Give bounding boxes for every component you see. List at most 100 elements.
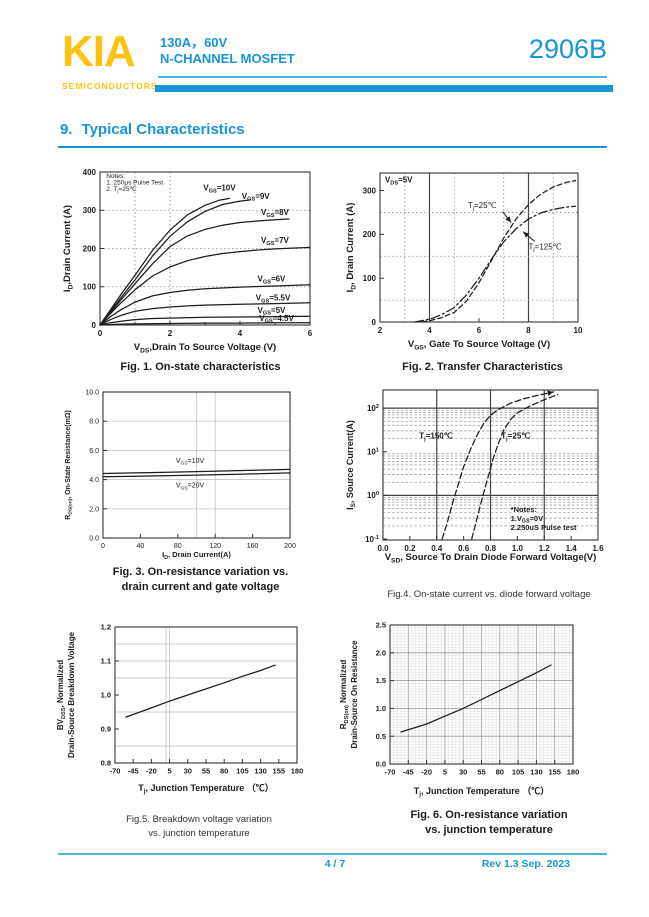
svg-text:2. Tj=25℃: 2. Tj=25℃: [106, 186, 137, 194]
svg-text:10-1: 10-1: [365, 535, 379, 544]
svg-text:1.2: 1.2: [101, 623, 111, 632]
brand-logo: KIA: [62, 27, 136, 76]
svg-text:5: 5: [168, 767, 172, 776]
svg-text:120: 120: [209, 543, 221, 550]
svg-text:VGS=4.5V: VGS=4.5V: [259, 314, 294, 325]
svg-text:VGS=9V: VGS=9V: [242, 192, 271, 203]
svg-text:40: 40: [137, 543, 145, 550]
svg-text:2: 2: [168, 329, 173, 338]
svg-text:80: 80: [496, 768, 504, 777]
svg-text:0.2: 0.2: [404, 544, 416, 553]
fig1-caption: Fig. 1. On-state characteristics: [120, 361, 281, 373]
svg-text:2: 2: [378, 326, 383, 335]
svg-text:-20: -20: [421, 768, 432, 777]
svg-text:IS, Source Current(A): IS, Source Current(A): [345, 420, 357, 510]
svg-text:1.0: 1.0: [376, 704, 386, 713]
revision-label: Rev 1.3 Sep. 2023: [481, 858, 570, 870]
svg-text:Notes:: Notes:: [106, 173, 125, 180]
svg-text:1.0: 1.0: [512, 544, 524, 553]
svg-text:55: 55: [477, 768, 485, 777]
svg-text:100: 100: [367, 491, 379, 500]
svg-text:VDS=5V: VDS=5V: [385, 176, 413, 187]
svg-text:180: 180: [567, 768, 580, 777]
svg-text:0.0: 0.0: [376, 760, 386, 769]
svg-text:ID, Drain Current(A): ID, Drain Current(A): [162, 550, 231, 561]
brand-logo-subtext: SEMICONDUCTORS: [62, 81, 158, 91]
svg-text:1.2: 1.2: [539, 544, 551, 553]
svg-text:0: 0: [372, 318, 377, 327]
section-underline: [58, 146, 607, 148]
svg-text:VGS=6V: VGS=6V: [258, 274, 287, 285]
svg-text:2.0: 2.0: [89, 506, 99, 513]
svg-text:100: 100: [83, 283, 97, 292]
svg-text:8.0: 8.0: [89, 419, 99, 426]
section-number: 9.: [60, 121, 73, 138]
fig2-transfer-characteristics-chart: 2 4 6 8 100100200300VDS=5VTj=25℃Tj=125℃VGS, …: [345, 172, 583, 351]
svg-text:VGS, Gate To Source Voltage (: VGS, Gate To Source Voltage (V): [408, 339, 550, 351]
svg-text:6: 6: [477, 326, 482, 335]
svg-text:-45: -45: [128, 767, 139, 776]
svg-text:10: 10: [574, 326, 583, 335]
svg-text:Tj, Junction Temperature （℃）: Tj, Junction Temperature （℃）: [414, 786, 550, 798]
fig6-on-resistance-vs-temperature-chart: -70 -45 -20 5 30 55 80 105 130 155 180 0.0 0.5 1.0 1.5…: [339, 621, 580, 799]
svg-text:0.6: 0.6: [458, 544, 470, 553]
svg-text:8: 8: [526, 326, 531, 335]
svg-text:VGS=8V: VGS=8V: [261, 208, 290, 219]
svg-text:102: 102: [367, 404, 379, 413]
svg-text:4: 4: [238, 329, 243, 338]
svg-text:130: 130: [254, 767, 267, 776]
svg-text:VGS=7V: VGS=7V: [261, 236, 290, 247]
svg-text:VGS=10V: VGS=10V: [176, 458, 205, 467]
svg-text:-70: -70: [385, 768, 396, 777]
fig6-caption: Fig. 6. On-resistance variation vs. junc…: [410, 809, 568, 837]
svg-text:0.8: 0.8: [101, 759, 111, 768]
fig1-on-state-characteristics-chart: 0 2 4 6 0 100 200 300 400 VGS=10V VGS=9V VGS=8V VGS=…: [62, 168, 313, 354]
svg-text:VGS=20V: VGS=20V: [176, 483, 205, 492]
svg-text:VGS=5.5V: VGS=5.5V: [256, 294, 291, 305]
svg-text:105: 105: [236, 767, 249, 776]
svg-text:2.5: 2.5: [376, 621, 386, 630]
svg-text:1.5: 1.5: [376, 676, 386, 685]
svg-text:1.VGS=0V: 1.VGS=0V: [511, 514, 543, 525]
svg-text:0: 0: [98, 329, 103, 338]
svg-text:Tj=25℃: Tj=25℃: [468, 201, 497, 212]
header-rule-thin: [158, 76, 607, 78]
svg-text:ID, Drain Current (A): ID, Drain Current (A): [345, 203, 357, 293]
svg-text:400: 400: [83, 168, 97, 177]
svg-text:RDS(on), On-State Resistance(m: RDS(on), On-State Resistance(mΩ): [65, 410, 74, 520]
svg-text:0.4: 0.4: [431, 544, 443, 553]
svg-text:Tj=150℃: Tj=150℃: [419, 432, 452, 443]
svg-text:VDS,Drain To Source Voltage (V: VDS,Drain To Source Voltage (V): [134, 342, 276, 354]
svg-text:0.9: 0.9: [101, 725, 111, 734]
device-type: N-CHANNEL MOSFET: [160, 51, 295, 66]
svg-text:1.6: 1.6: [592, 544, 604, 553]
svg-text:0.5: 0.5: [376, 732, 386, 741]
svg-text:-20: -20: [146, 767, 157, 776]
svg-text:30: 30: [184, 767, 192, 776]
svg-text:VGS=5V: VGS=5V: [258, 306, 287, 317]
svg-text:105: 105: [512, 768, 525, 777]
svg-text:200: 200: [83, 244, 97, 253]
svg-text:155: 155: [273, 767, 286, 776]
svg-text:100: 100: [363, 274, 377, 283]
fig2-caption: Fig. 2. Transfer Characteristics: [402, 361, 563, 373]
svg-text:30: 30: [459, 768, 467, 777]
svg-text:*Notes:: *Notes:: [511, 505, 537, 514]
device-rating: 130A，60V: [160, 35, 228, 50]
svg-text:Tj, Junction Temperature （℃）: Tj, Junction Temperature （℃）: [138, 783, 274, 795]
svg-text:0.0: 0.0: [377, 544, 389, 553]
fig4-caption: Fig.4. On-state current vs. diode forwar…: [387, 589, 591, 600]
svg-text:Tj=25℃: Tj=25℃: [501, 432, 530, 443]
section-title: Typical Characteristics: [81, 121, 245, 138]
fig5-caption: Fig.5. Breakdown voltage variation vs. j…: [126, 814, 272, 839]
header-rule-thick: [155, 85, 613, 92]
svg-text:155: 155: [548, 768, 561, 777]
svg-text:5: 5: [443, 768, 447, 777]
svg-text:VGS=10V: VGS=10V: [203, 183, 236, 194]
svg-text:300: 300: [83, 206, 97, 215]
svg-text:2.250uS Pulse test: 2.250uS Pulse test: [511, 523, 577, 532]
svg-text:ID,Drain Current (A): ID,Drain Current (A): [62, 205, 74, 292]
svg-text:0.8: 0.8: [485, 544, 497, 553]
section-heading: 9. Typical Characteristics: [60, 121, 245, 138]
svg-text:180: 180: [291, 767, 304, 776]
